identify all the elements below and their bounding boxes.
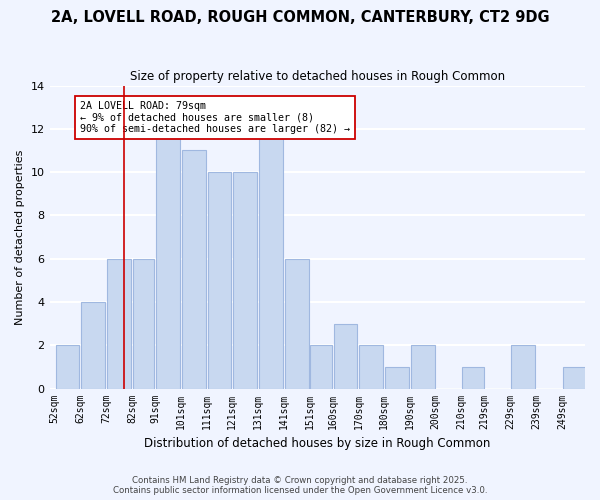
Bar	[56, 346, 79, 389]
Bar	[285, 258, 308, 388]
Y-axis label: Number of detached properties: Number of detached properties	[15, 150, 25, 324]
Title: Size of property relative to detached houses in Rough Common: Size of property relative to detached ho…	[130, 70, 505, 83]
Bar	[359, 346, 383, 389]
Bar	[334, 324, 358, 388]
Bar	[208, 172, 231, 388]
Bar	[385, 367, 409, 388]
X-axis label: Distribution of detached houses by size in Rough Common: Distribution of detached houses by size …	[144, 437, 490, 450]
Bar	[182, 150, 206, 388]
Bar	[156, 129, 180, 388]
Bar	[411, 346, 434, 389]
Text: Contains HM Land Registry data © Crown copyright and database right 2025.
Contai: Contains HM Land Registry data © Crown c…	[113, 476, 487, 495]
Bar	[259, 129, 283, 388]
Text: 2A, LOVELL ROAD, ROUGH COMMON, CANTERBURY, CT2 9DG: 2A, LOVELL ROAD, ROUGH COMMON, CANTERBUR…	[50, 10, 550, 25]
Bar	[107, 258, 131, 388]
Bar	[310, 346, 332, 389]
Bar	[233, 172, 257, 388]
Bar	[511, 346, 535, 389]
Bar	[463, 367, 484, 388]
Bar	[133, 258, 154, 388]
Bar	[563, 367, 587, 388]
Bar	[82, 302, 105, 388]
Text: 2A LOVELL ROAD: 79sqm
← 9% of detached houses are smaller (8)
90% of semi-detach: 2A LOVELL ROAD: 79sqm ← 9% of detached h…	[80, 100, 350, 134]
